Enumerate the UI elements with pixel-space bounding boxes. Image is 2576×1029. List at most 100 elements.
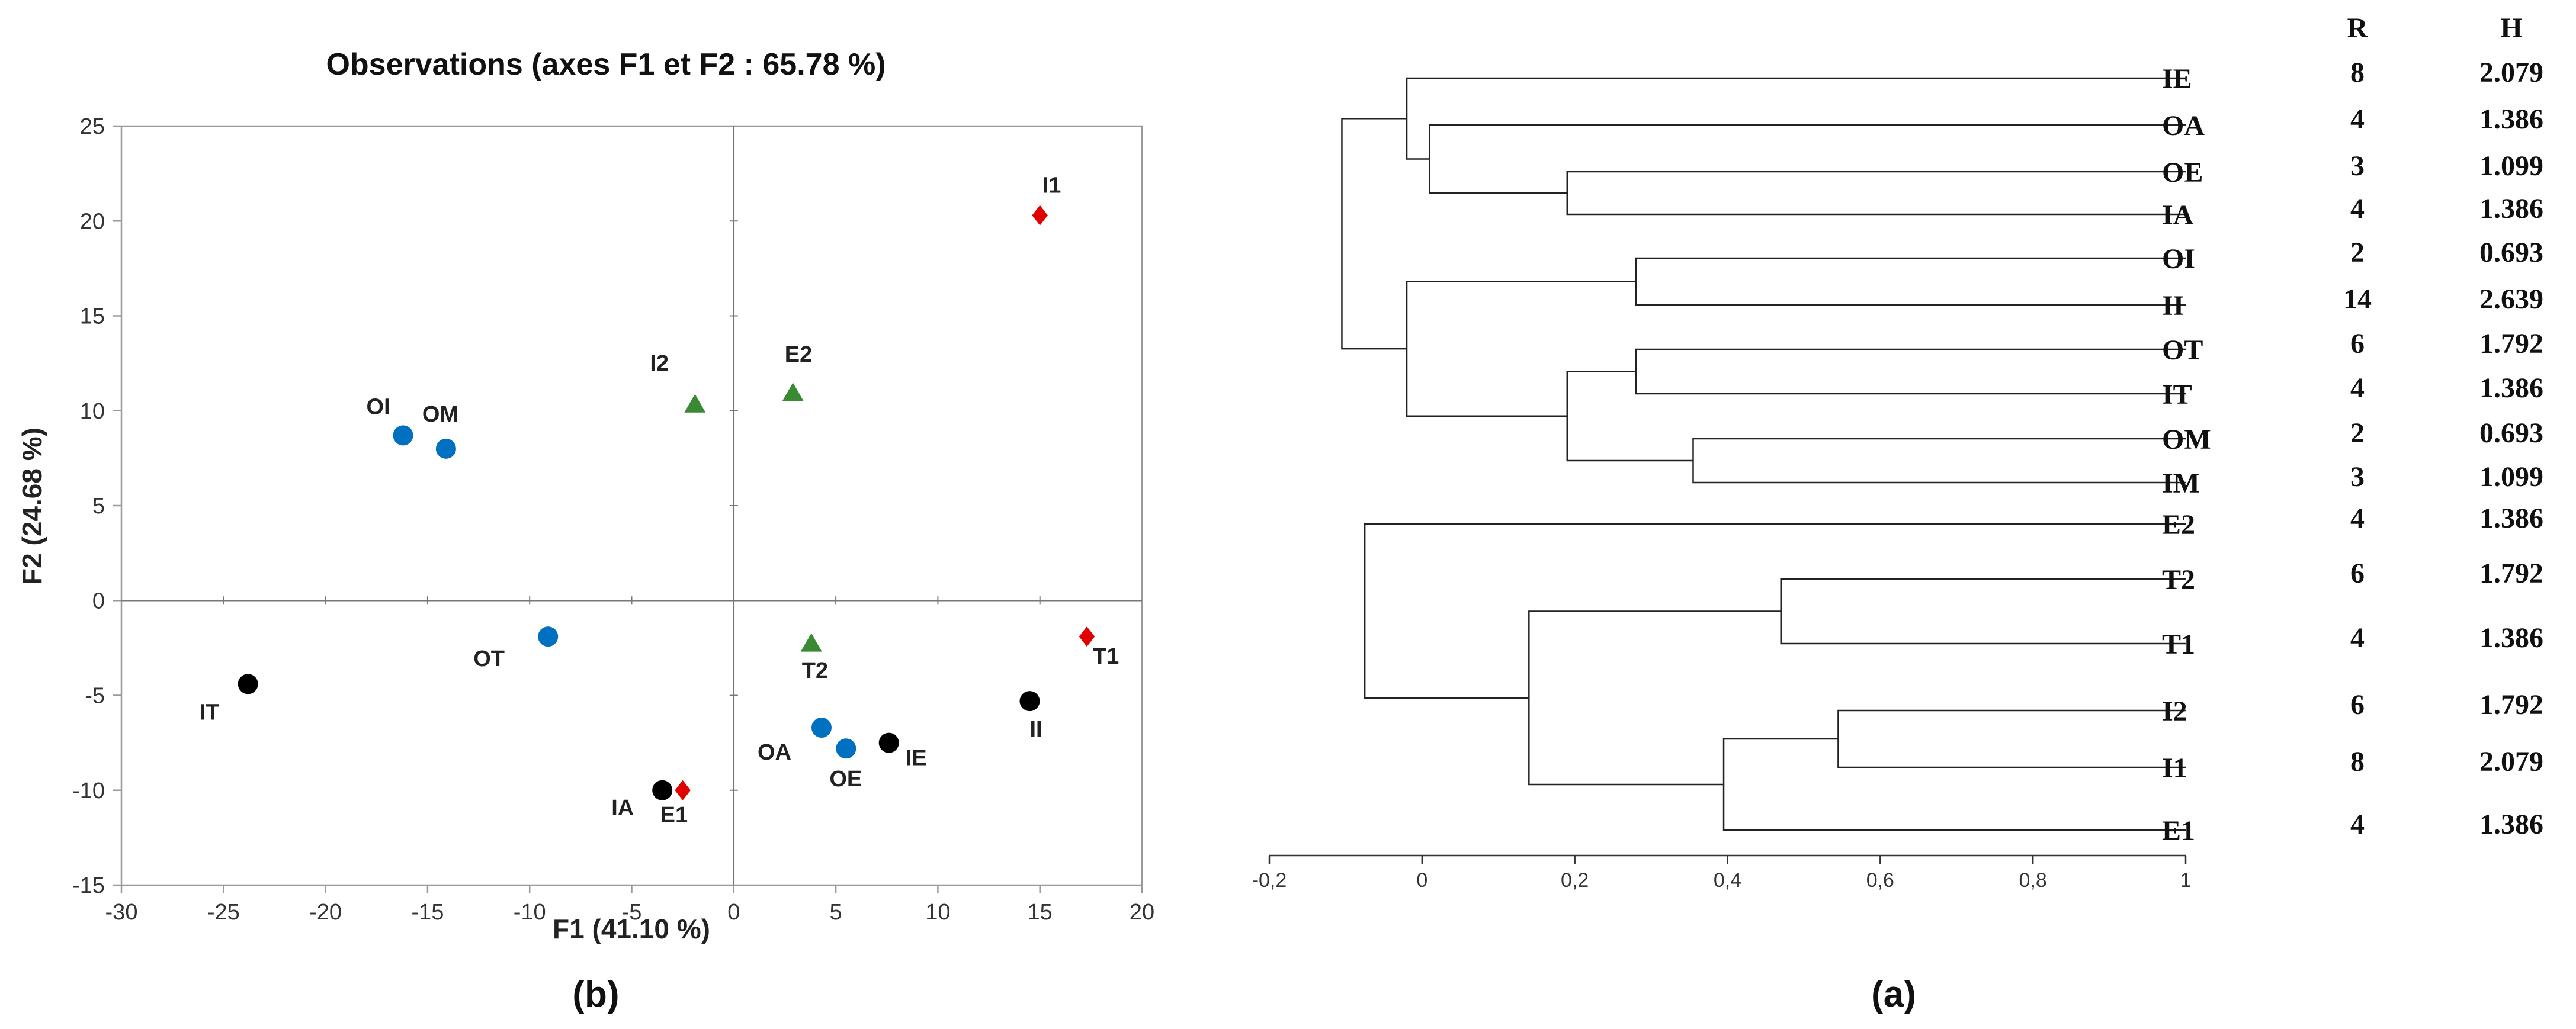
x-tick-label: -10 [514, 900, 546, 925]
point-t1 [1079, 626, 1095, 647]
dendrogram-x-tick-label: 0,6 [1866, 869, 1894, 892]
leaf-r-value: 8 [2350, 57, 2365, 88]
scatter-x-ticks: -30 -25 -20 -15 -10 -5 0 5 10 15 20 [105, 596, 1154, 925]
leaf-r-value: 2 [2350, 417, 2365, 449]
leaf-label-i1: I1 [2162, 753, 2187, 784]
leaf-label-i2: I2 [2162, 696, 2187, 727]
leaf-h-value: 1.386 [2479, 622, 2543, 654]
x-tick-label: 20 [1130, 900, 1154, 925]
leaf-h-value: 2.079 [2479, 57, 2543, 88]
leaf-h-value: 1.386 [2479, 193, 2543, 224]
x-tick-label: -20 [309, 900, 342, 925]
point-i1 [1032, 205, 1048, 226]
dendrogram-link [1528, 610, 1781, 786]
leaf-h-value: 0.693 [2479, 417, 2543, 449]
leaf-h-value: 1.099 [2479, 150, 2543, 182]
leaf-label-oa: OA [2162, 110, 2205, 142]
column-header-h: H [2500, 12, 2522, 44]
leaf-r-value: 4 [2350, 372, 2365, 404]
dendrogram-link [1566, 171, 2186, 216]
leaf-r-value: 6 [2350, 558, 2365, 589]
point-label-ii: II [1029, 717, 1042, 742]
column-header-r: R [2347, 12, 2369, 44]
x-tick-label: -25 [207, 900, 240, 925]
point-oe [836, 738, 856, 759]
point-label-oe: OE [829, 767, 862, 792]
leaf-label-e1: E1 [2162, 815, 2195, 847]
point-label-i1: I1 [1042, 173, 1061, 198]
point-ot [538, 626, 559, 647]
dendrogram-link [1406, 77, 2186, 160]
point-label-it: IT [200, 700, 220, 725]
dendrogram-x-tick-label: 0,4 [1714, 869, 1741, 892]
x-tick-label: 10 [925, 900, 950, 925]
leaf-h-value: 2.079 [2479, 746, 2543, 777]
leaf-h-value: 1.386 [2479, 104, 2543, 135]
leaf-r-value: 3 [2350, 150, 2365, 182]
leaf-label-oi: OI [2162, 243, 2195, 275]
point-label-om: OM [422, 402, 458, 427]
scatter-plot-frame [120, 125, 1143, 886]
dendrogram-link [1635, 348, 2186, 395]
y-tick-label: 5 [92, 494, 105, 519]
dendrogram-link [1780, 578, 2186, 645]
x-tick-label: 5 [830, 900, 842, 925]
dendrogram-x-tick-label: 1 [2180, 869, 2192, 892]
y-tick-label: -15 [72, 873, 105, 898]
dendrogram-link [1692, 438, 2186, 484]
dendrogram-link [1722, 738, 2186, 831]
point-label-ot: OT [473, 647, 505, 671]
leaf-h-value: 1.792 [2479, 558, 2543, 589]
scatter-y-ticks: -15 -10 -5 0 5 10 15 20 25 [72, 114, 738, 898]
point-e2 [782, 382, 804, 401]
point-label-i2: I2 [650, 351, 669, 376]
dendrogram-link [1429, 124, 2186, 194]
y-tick-label: 25 [80, 114, 105, 139]
panel-label-b: (b) [572, 974, 619, 1015]
dendrogram-link [1364, 523, 2186, 699]
y-tick-label: 10 [80, 399, 105, 424]
leaf-label-im: IM [2162, 468, 2200, 499]
leaf-r-value: 14 [2343, 284, 2372, 315]
point-om [435, 438, 456, 459]
scatter-y-axis-label: F2 (24.68 %) [17, 427, 47, 585]
leaf-h-value: 1.792 [2479, 689, 2543, 721]
leaf-label-oe: OE [2162, 157, 2203, 188]
point-label-ia: IA [611, 796, 634, 821]
dendrogram-x-tick-label: -0,2 [1252, 869, 1287, 892]
point-label-t2: T2 [802, 658, 828, 683]
point-label-e1: E1 [660, 803, 688, 828]
x-tick-label: 15 [1028, 900, 1053, 925]
dendrogram-leaves: IE 8 2.079 OA 4 1.386 OE 3 1.099 IA 4 1.386 OI 2 0.693… [2162, 57, 2543, 847]
dendrogram-panel: R H IE 8 2.079 OA 4 1.386 OE 3 1.099 IA 4 1.386 OI 2 0… [1252, 12, 2543, 1015]
leaf-r-value: 4 [2350, 809, 2365, 840]
point-label-oa: OA [758, 740, 791, 765]
leaf-h-value: 0.693 [2479, 237, 2543, 268]
point-ia [652, 780, 673, 800]
leaf-h-value: 2.639 [2479, 284, 2543, 315]
leaf-label-e2: E2 [2162, 509, 2195, 541]
point-ie [878, 732, 899, 753]
point-t2 [800, 633, 822, 652]
dendrogram-link [1341, 118, 1407, 350]
dendrogram-links [1341, 77, 2186, 831]
x-tick-label: -30 [105, 900, 138, 925]
y-tick-label: 15 [80, 304, 105, 329]
leaf-label-t2: T2 [2162, 564, 2195, 596]
leaf-r-value: 4 [2350, 104, 2365, 135]
y-tick-label: -10 [72, 779, 105, 803]
x-tick-label: -5 [622, 900, 642, 925]
point-i2 [684, 394, 706, 413]
point-label-ie: IE [906, 746, 927, 771]
panel-label-a: (a) [1871, 974, 1916, 1015]
leaf-r-value: 4 [2350, 193, 2365, 224]
leaf-r-value: 4 [2350, 503, 2365, 534]
leaf-label-ia: IA [2162, 200, 2194, 231]
dendrogram-x-tick-label: 0 [1416, 869, 1427, 892]
leaf-r-value: 6 [2350, 328, 2365, 359]
leaf-label-it: IT [2162, 379, 2192, 410]
y-tick-label: 20 [80, 209, 105, 234]
y-tick-label: 0 [92, 589, 105, 613]
point-e1 [675, 780, 691, 800]
point-it [238, 674, 258, 694]
